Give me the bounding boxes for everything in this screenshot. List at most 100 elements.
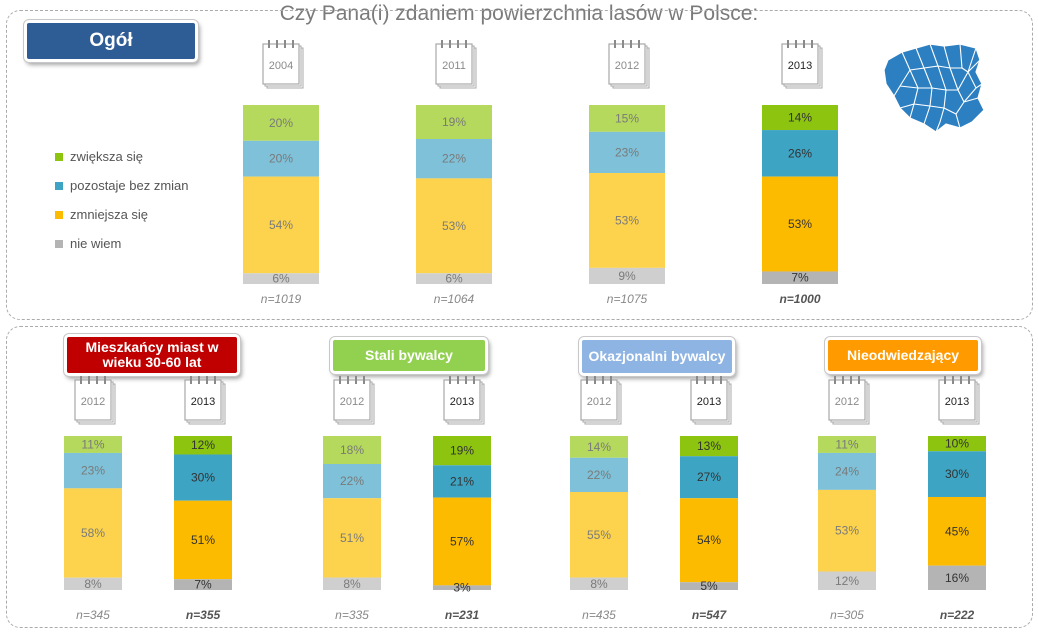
legend-swatch [55,239,63,248]
data-label: 22% [442,152,466,166]
legend-item: pozostaje bez zmian [55,171,189,200]
sample-size-label: n=435 [582,608,616,622]
data-label: 45% [945,524,969,538]
calendar-icon [690,379,728,421]
bar-segment [416,139,492,179]
data-label: 8% [84,577,102,591]
bar-segment [323,577,381,590]
bar-segment [323,498,381,578]
bar-segment [570,457,628,492]
data-label: 5% [700,579,718,593]
bar-segment [570,577,628,590]
calendar-icon [74,379,112,421]
group-label-stali: Stali bywalcy [365,347,453,364]
calendar-icon [938,379,976,421]
data-label: 12% [191,438,215,452]
bar-segment [680,498,738,583]
data-label: 24% [835,464,859,478]
data-label: 7% [791,271,809,285]
calendar-year-label: 2013 [191,396,215,408]
data-label: 20% [269,152,293,166]
data-label: 13% [697,439,721,453]
data-label: 14% [788,111,812,125]
data-label: 27% [697,470,721,484]
data-label: 53% [442,219,466,233]
data-label: 22% [587,468,611,482]
bar-segment [762,176,838,272]
bar-segment [433,465,491,498]
bar-segment [243,176,319,274]
bar-segment [762,130,838,177]
ogol-label: Ogół [89,30,133,52]
data-label: 20% [269,116,293,130]
calendar-year-label: 2012 [81,396,105,408]
sample-size-label: n=1019 [261,292,302,306]
bar-segment [64,436,122,453]
data-label: 9% [618,269,636,283]
sample-size-label: n=335 [335,608,369,622]
legend: zwiększa się pozostaje bez zmian zmniejs… [55,142,189,258]
bar-segment [243,140,319,177]
data-label: 54% [269,218,293,232]
legend-label: zwiększa się [70,149,143,164]
data-label: 22% [340,474,364,488]
bar-segment [589,105,665,132]
data-label: 6% [272,272,290,286]
chart-title: Czy Pana(i) zdaniem powierzchnia lasów w… [279,2,759,25]
data-label: 58% [81,526,105,540]
data-label: 23% [81,464,105,478]
data-label: 51% [191,533,215,547]
group-badge-nieodwiedzajacy: Nieodwiedzający [825,337,981,374]
bar-segment [323,464,381,499]
data-label: 7% [194,578,212,592]
bar-segment [589,173,665,268]
legend-label: nie wiem [70,236,122,251]
data-label: 19% [442,115,466,129]
sample-size-label: n=222 [940,608,975,622]
data-label: 11% [81,437,104,451]
sample-size-label: n=305 [830,608,864,622]
calendar-year-label: 2011 [442,60,466,72]
bar-segment [680,582,738,590]
top-panel [6,10,1033,320]
legend-item: zwiększa się [55,142,189,171]
data-label: 53% [788,217,812,231]
legend-swatch [55,210,63,219]
sample-size-label: n=355 [186,608,221,622]
calendar-year-label: 2012 [615,60,639,72]
data-label: 57% [450,534,474,548]
bar-segment [762,271,838,284]
calendar-year-label: 2013 [450,396,474,408]
legend-swatch [55,152,63,161]
group-label-mieszkancy: Mieszkańcy miast w wieku 30-60 lat [85,339,219,370]
data-label: 8% [590,577,608,591]
calendar-year-label: 2012 [587,396,611,408]
bar-segment [64,577,122,590]
bar-segment [818,571,876,590]
group-badge-mieszkancy: Mieszkańcy miast w wieku 30-60 lat [64,334,240,376]
bar-segment [928,436,986,452]
data-label: 54% [697,533,721,547]
data-label: 51% [340,531,364,545]
bottom-panel [6,326,1033,628]
legend-label: pozostaje bez zmian [70,178,189,193]
sample-size-label: n=1064 [434,292,475,306]
bar-segment [433,585,491,590]
poland-map-icon [883,43,985,133]
calendar-icon [333,379,371,421]
data-label: 18% [340,443,364,457]
bar-segment [174,436,232,455]
data-label: 19% [450,444,474,458]
group-label-nieodwiedzajacy: Nieodwiedzający [846,347,960,364]
group-badge-stali: Stali bywalcy [330,337,488,374]
bar-segment [818,489,876,572]
bar-segment [174,500,232,580]
calendar-year-label: 2004 [269,60,293,72]
data-label: 26% [788,146,812,160]
bar-segment [416,178,492,274]
bar-segment [433,436,491,466]
bar-segment [680,436,738,457]
calendar-year-label: 2012 [835,396,859,408]
data-label: 10% [945,437,969,451]
